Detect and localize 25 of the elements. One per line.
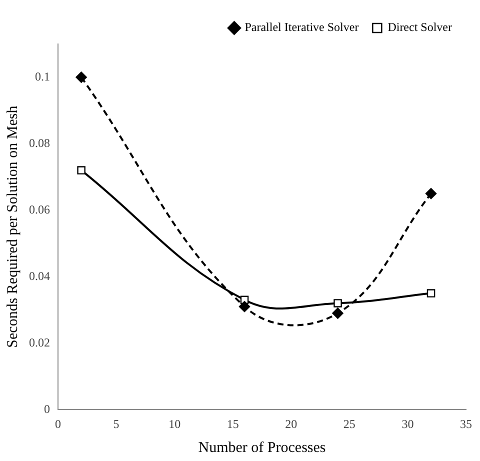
x-tick-label: 35: [460, 416, 472, 431]
x-tick-label: 20: [285, 416, 298, 431]
y-tick-label: 0.08: [29, 136, 50, 150]
point: [332, 308, 344, 319]
point: [425, 188, 437, 200]
x-tick-label: 30: [402, 416, 414, 431]
y-tick-label: 0.06: [29, 202, 50, 216]
y-tick-label: 0.04: [29, 268, 50, 283]
point: [76, 72, 87, 83]
y-tick-label: 0: [44, 402, 50, 416]
legend-label: Direct Solver: [388, 20, 452, 34]
y-axis-title: Seconds Required per Solution on Mesh: [4, 105, 21, 348]
legend-label: Parallel Iterative Solver: [244, 20, 359, 34]
point: [238, 300, 250, 312]
point: [77, 166, 86, 174]
x-tick-label: 15: [226, 416, 239, 431]
x-tick-label: 0: [55, 416, 61, 431]
point: [426, 289, 436, 298]
x-axis-title: Number of Processes: [198, 440, 326, 456]
x-tick-label: 25: [343, 416, 356, 431]
point: [334, 299, 342, 308]
y-tick-label: 0.1: [35, 69, 50, 84]
x-tick-label: 5: [113, 416, 120, 431]
x-tick-label: 10: [168, 416, 181, 431]
y-tick-label: 0.02: [29, 335, 50, 350]
